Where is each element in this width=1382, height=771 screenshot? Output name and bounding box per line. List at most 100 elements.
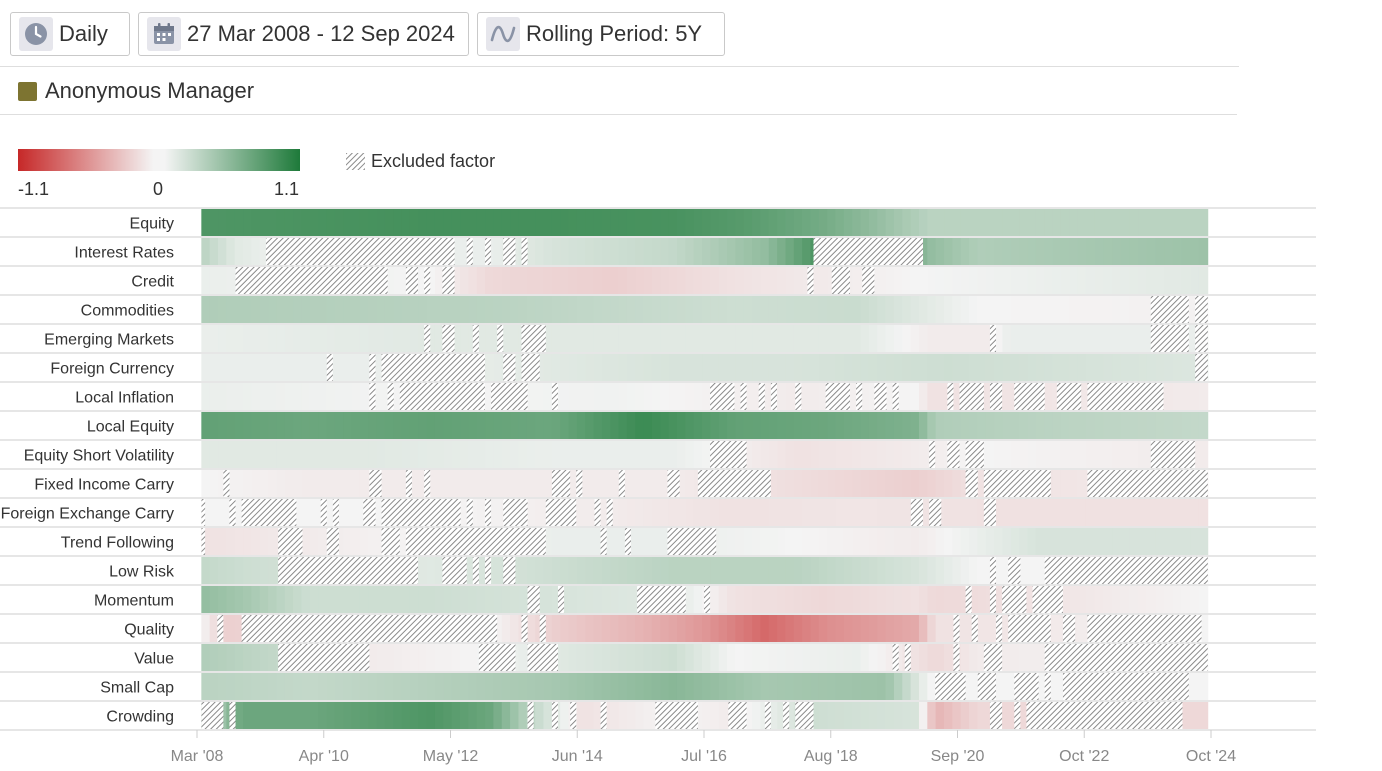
heatmap-cell [334, 672, 344, 701]
heatmap-cell [243, 353, 253, 382]
factor-label: Credit [131, 274, 174, 291]
heatmap-cell [1112, 324, 1122, 353]
heatmap-cell [852, 208, 862, 237]
excluded-factor-cell [424, 469, 431, 498]
heatmap-cell [434, 266, 444, 295]
heatmap-cell [1069, 440, 1079, 469]
heatmap-cell [969, 237, 978, 266]
heatmap-cell [576, 672, 586, 701]
heatmap-cell [551, 585, 561, 614]
heatmap-cell [835, 556, 845, 585]
heatmap-cell [501, 440, 511, 469]
heatmap-cell [693, 237, 703, 266]
heatmap-cell [835, 527, 845, 556]
rolling-period-dropdown[interactable]: Rolling Period: 5Y [477, 12, 725, 56]
heatmap-cell [1198, 585, 1209, 614]
heatmap-cell [510, 324, 520, 353]
heatmap-cell [543, 701, 553, 730]
heatmap-cell [1164, 498, 1174, 527]
heatmap-cell [1010, 411, 1020, 440]
heatmap-cell [376, 643, 386, 672]
heatmap-cell [301, 324, 311, 353]
heatmap-cell [1138, 324, 1148, 353]
heatmap-cell [668, 382, 678, 411]
heatmap-cell [1155, 353, 1165, 382]
heatmap-cell [1181, 701, 1191, 730]
heatmap-cell [543, 237, 553, 266]
heatmap-cell [810, 527, 820, 556]
heatmap-cell [485, 701, 494, 730]
heatmap-cell [969, 353, 978, 382]
heatmap-cell [259, 440, 269, 469]
heatmap-cell [718, 556, 728, 585]
heatmap-cell [676, 266, 686, 295]
heatmap-cell [893, 556, 903, 585]
heatmap-cell [868, 527, 878, 556]
heatmap-cell [543, 527, 553, 556]
frequency-dropdown[interactable]: Daily [10, 12, 130, 56]
heatmap-cell [218, 672, 227, 701]
excluded-factor-cell [1002, 585, 1027, 614]
heatmap-cell [944, 614, 953, 643]
heatmap-cell [551, 440, 561, 469]
heatmap-cell [827, 266, 837, 295]
heatmap-cell [251, 556, 261, 585]
heatmap-cell [243, 295, 253, 324]
heatmap-cell [727, 614, 736, 643]
heatmap-cell [727, 643, 736, 672]
heatmap-cell [510, 701, 520, 730]
heatmap-cell [760, 440, 770, 469]
heatmap-cell [226, 672, 236, 701]
heatmap-cell [268, 382, 278, 411]
heatmap-cell [276, 208, 286, 237]
excluded-factor-cell [667, 469, 680, 498]
excluded-factor-cell [399, 382, 485, 411]
heatmap-cell [994, 585, 1004, 614]
heatmap-cell [501, 324, 511, 353]
heatmap-cell [610, 701, 620, 730]
heatmap-cell [551, 237, 561, 266]
heatmap-cell [460, 411, 469, 440]
heatmap-cell [668, 237, 678, 266]
heatmap-cell [910, 614, 920, 643]
heatmap-cell [918, 672, 928, 701]
heatmap-cell [1155, 585, 1165, 614]
heatmap-cell [660, 672, 670, 701]
heatmap-cell [426, 672, 436, 701]
heatmap-cell [1060, 208, 1070, 237]
excluded-factor-cell [1008, 556, 1021, 585]
heatmap-cell [685, 672, 695, 701]
heatmap-cell [468, 440, 478, 469]
heatmap-cell [1044, 382, 1054, 411]
heatmap-cell [910, 672, 920, 701]
manager-legend[interactable]: Anonymous Manager [18, 78, 254, 104]
heatmap-cell [610, 614, 620, 643]
heatmap-cell [651, 353, 661, 382]
heatmap-cell [1164, 585, 1174, 614]
excluded-factor-cell [1150, 324, 1189, 353]
heatmap-cell [376, 382, 386, 411]
heatmap-cell [718, 498, 728, 527]
heatmap-cell [1019, 440, 1029, 469]
heatmap-cell [535, 382, 545, 411]
heatmap-cell [843, 672, 853, 701]
date-range-picker[interactable]: 27 Mar 2008 - 12 Sep 2024 [138, 12, 469, 56]
heatmap-cell [568, 295, 578, 324]
heatmap-cell [1085, 498, 1096, 527]
heatmap-cell [1198, 266, 1209, 295]
heatmap-cell [702, 353, 711, 382]
heatmap-cell [1002, 614, 1012, 643]
heatmap-cell [259, 643, 269, 672]
heatmap-cell [752, 440, 762, 469]
heatmap-cell [585, 469, 595, 498]
heatmap-cell [835, 469, 845, 498]
heatmap-cell [485, 208, 494, 237]
heatmap-cell [752, 527, 762, 556]
excluded-factor-cell [989, 701, 1003, 730]
heatmap-cell [326, 208, 336, 237]
heatmap-cell [918, 498, 928, 527]
heatmap-cell [1172, 498, 1183, 527]
heatmap-cell [935, 643, 945, 672]
heatmap-cell [251, 382, 261, 411]
heatmap-cell [785, 527, 795, 556]
